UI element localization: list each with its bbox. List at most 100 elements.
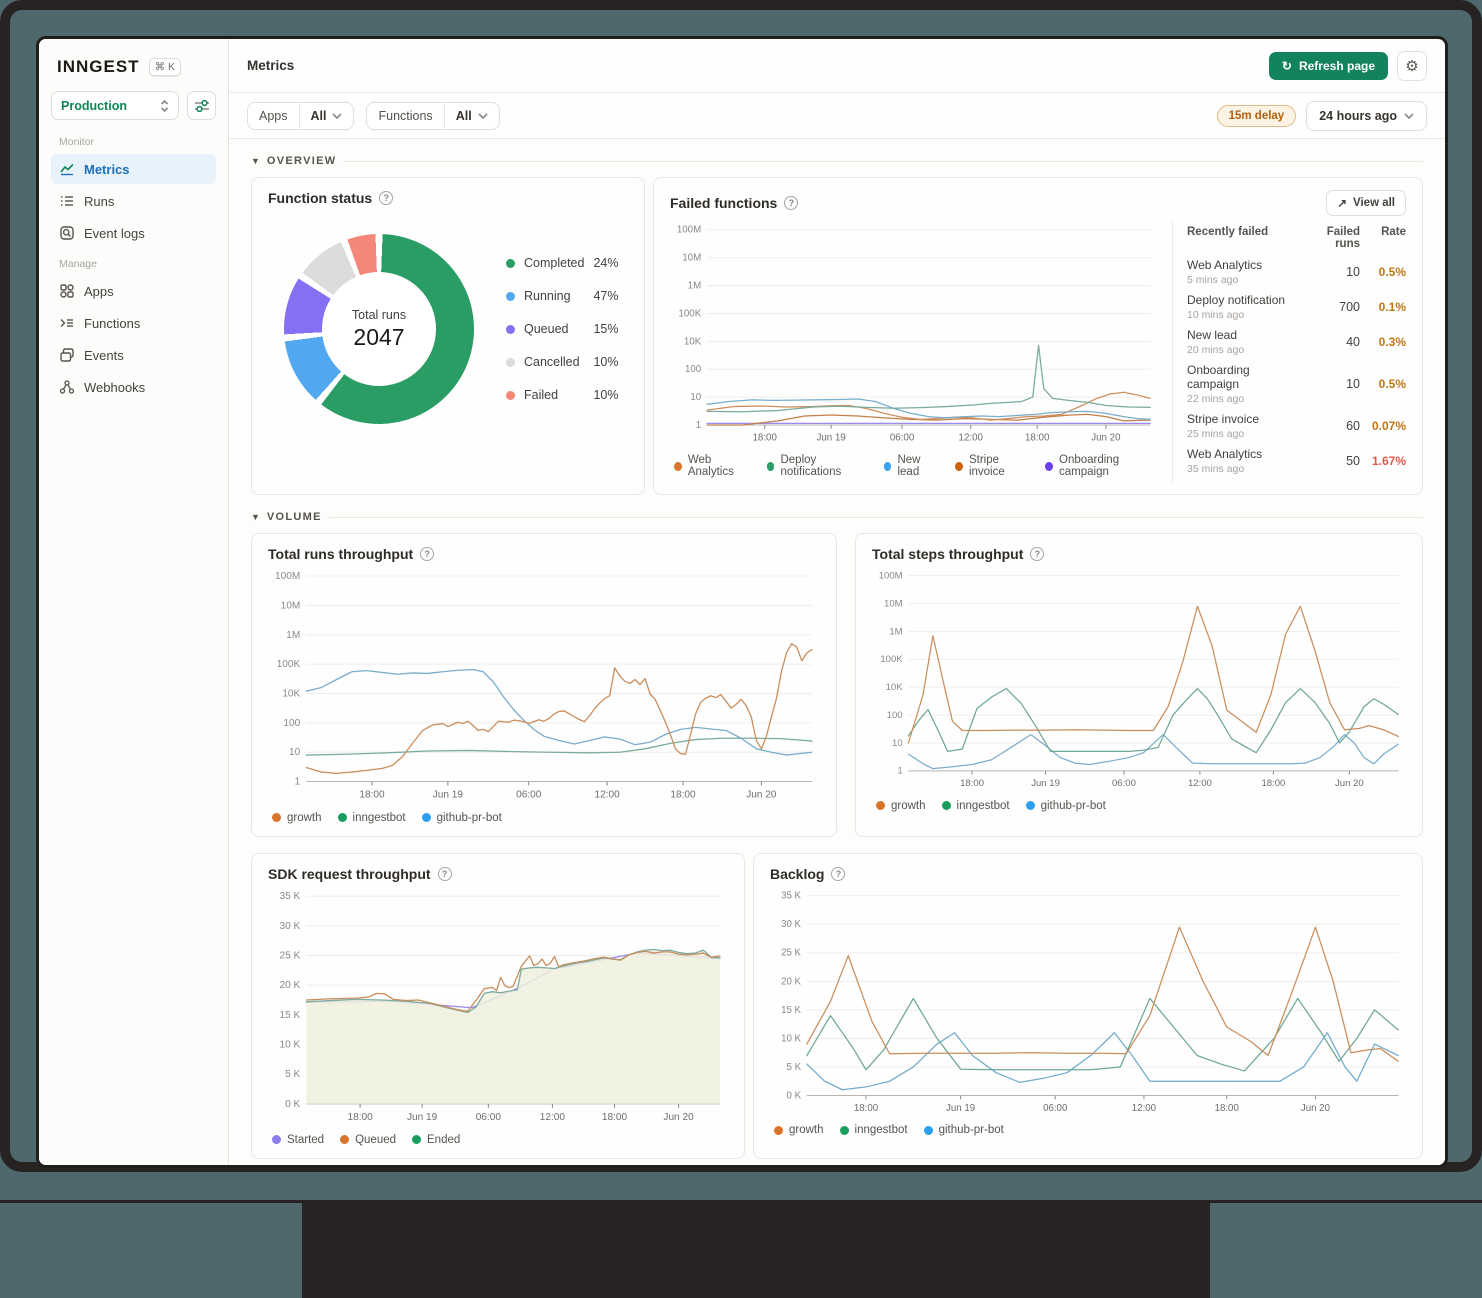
legend-label: github-pr-bot bbox=[938, 1124, 1004, 1137]
overview-section-header[interactable]: ▼ OVERVIEW bbox=[251, 155, 1423, 167]
table-row[interactable]: Onboarding campaign 22 mins ago 10 0.5% bbox=[1187, 363, 1406, 405]
sidebar-item-event-logs[interactable]: Event logs bbox=[51, 218, 216, 248]
svg-text:15 K: 15 K bbox=[781, 1005, 801, 1016]
monitor-section-label: Monitor bbox=[59, 136, 95, 148]
svg-text:1M: 1M bbox=[889, 626, 902, 637]
svg-text:100M: 100M bbox=[275, 571, 300, 582]
svg-text:5 K: 5 K bbox=[786, 1062, 801, 1073]
legend-label: Stripe invoice bbox=[968, 454, 1005, 479]
help-icon[interactable]: ? bbox=[784, 196, 799, 210]
help-icon[interactable]: ? bbox=[831, 866, 846, 881]
command-k-shortcut[interactable]: ⌘ K bbox=[148, 58, 181, 76]
help-icon[interactable]: ? bbox=[379, 191, 394, 205]
legend-item[interactable]: github-pr-bot bbox=[1025, 799, 1106, 812]
dock-divider bbox=[0, 1200, 1482, 1203]
legend-item[interactable]: inngestbot bbox=[337, 812, 406, 824]
sidebar-item-functions[interactable]: Functions bbox=[51, 308, 216, 338]
svg-text:10: 10 bbox=[690, 392, 701, 403]
table-row[interactable]: Deploy notification 10 mins ago 700 0.1% bbox=[1187, 293, 1406, 321]
chevron-down-icon bbox=[332, 112, 343, 119]
legend-item[interactable]: Onboarding campaign bbox=[1045, 454, 1158, 478]
svg-text:18:00: 18:00 bbox=[602, 1112, 628, 1123]
legend-percent: 24% bbox=[593, 256, 619, 270]
legend-label: Failed bbox=[524, 388, 559, 402]
total-runs-title: Total runs throughput bbox=[268, 546, 414, 562]
legend-item[interactable]: inngestbot bbox=[941, 800, 1010, 812]
sidebar-item-events[interactable]: Events bbox=[51, 340, 216, 370]
legend-label: Cancelled bbox=[524, 355, 580, 369]
legend-item[interactable]: github-pr-bot bbox=[421, 812, 502, 824]
help-icon[interactable]: ? bbox=[1030, 547, 1045, 561]
table-row[interactable]: Web Analytics 5 mins ago 10 0.5% bbox=[1187, 258, 1406, 286]
environment-filter-button[interactable] bbox=[187, 91, 216, 120]
legend-item[interactable]: New lead bbox=[883, 454, 939, 478]
legend-item: Completed 24% bbox=[506, 256, 618, 270]
sidebar-item-runs[interactable]: Runs bbox=[51, 186, 216, 216]
legend-item[interactable]: github-pr-bot bbox=[923, 1124, 1004, 1137]
table-row[interactable]: Web Analytics 35 mins ago 50 1.67% bbox=[1187, 447, 1406, 475]
settings-button[interactable]: ⚙ bbox=[1397, 50, 1427, 81]
app-window: INNGEST ⌘ K Production Monitor bbox=[36, 36, 1448, 1168]
svg-text:18:00: 18:00 bbox=[347, 1112, 373, 1123]
col-recently-failed: Recently failed bbox=[1187, 226, 1269, 238]
sidebar-item-label: Event logs bbox=[84, 225, 145, 241]
content-scroll-area[interactable]: ▼ OVERVIEW Function status ? Total bbox=[229, 139, 1445, 1165]
sidebar-item-webhooks[interactable]: Webhooks bbox=[51, 372, 216, 402]
environment-select[interactable]: Production bbox=[51, 91, 179, 120]
svg-text:18:00: 18:00 bbox=[752, 433, 777, 444]
help-icon[interactable]: ? bbox=[437, 866, 452, 881]
total-runs-chart: 100M 10M 1M 100K 10K 100 10 1 18:00 Jun 19 06:00 12… bbox=[275, 571, 813, 801]
backlog-card: Backlog ? 35 K 30 K 25 K 20 K 15 K 10 K 5 K 0 K… bbox=[753, 852, 1423, 1159]
legend-item[interactable]: inngestbot bbox=[839, 1124, 908, 1136]
failed-runs-value: 700 bbox=[1339, 300, 1360, 314]
svg-text:18:00: 18:00 bbox=[854, 1103, 879, 1114]
failed-functions-chart-legend: Web Analytics Deploy notifications New lea… bbox=[670, 454, 1158, 478]
legend-item[interactable]: Queued bbox=[340, 1134, 396, 1146]
legend-dot bbox=[923, 1125, 933, 1135]
apps-filter[interactable]: Apps All bbox=[247, 101, 355, 130]
legend-item: Queued 15% bbox=[506, 322, 618, 336]
sidebar-item-metrics[interactable]: Metrics bbox=[51, 154, 216, 184]
functions-filter[interactable]: Functions All bbox=[366, 101, 500, 130]
legend-label: Queued bbox=[524, 322, 569, 336]
table-row[interactable]: Stripe invoice 25 mins ago 60 0.07% bbox=[1187, 412, 1406, 440]
inngest-logo: INNGEST bbox=[57, 57, 140, 76]
legend-item[interactable]: Deploy notifications bbox=[766, 454, 868, 478]
legend-item[interactable]: growth bbox=[876, 800, 926, 812]
legend-item[interactable]: Stripe invoice bbox=[955, 454, 1029, 478]
legend-dot bbox=[506, 291, 515, 301]
refresh-page-button[interactable]: ↻ Refresh page bbox=[1268, 51, 1388, 80]
legend-label: Web Analytics bbox=[687, 454, 734, 479]
legend-dot bbox=[340, 1135, 350, 1145]
failed-runs-value: 40 bbox=[1346, 335, 1360, 349]
failed-function-name: Deploy notification bbox=[1187, 293, 1286, 307]
legend-label: growth bbox=[891, 799, 926, 812]
help-icon[interactable]: ? bbox=[420, 547, 435, 561]
svg-text:18:00: 18:00 bbox=[960, 778, 984, 789]
functions-filter-value: All bbox=[455, 108, 472, 123]
failed-runs-value: 60 bbox=[1346, 419, 1360, 433]
volume-section-header[interactable]: ▼ VOLUME bbox=[251, 511, 1423, 523]
legend-item[interactable]: Ended bbox=[412, 1134, 460, 1146]
svg-text:Jun 19: Jun 19 bbox=[946, 1103, 975, 1114]
time-range-select[interactable]: 24 hours ago bbox=[1306, 100, 1427, 131]
legend-dot bbox=[1045, 461, 1053, 471]
table-row[interactable]: New lead 20 mins ago 40 0.3% bbox=[1187, 328, 1406, 356]
failed-function-time: 5 mins ago bbox=[1187, 274, 1239, 286]
svg-text:Jun 19: Jun 19 bbox=[433, 790, 464, 801]
legend-item[interactable]: growth bbox=[272, 812, 322, 824]
chevron-down-icon bbox=[478, 112, 488, 119]
total-steps-chart-legend: growth inngestbot github-pr-bot bbox=[872, 800, 1406, 812]
updown-chevron-icon bbox=[160, 99, 169, 112]
legend-item[interactable]: Started bbox=[272, 1134, 324, 1146]
failed-functions-chart: 100M 10M 1M 100K 10K 100 10 1 18:00 Jun 19 06:00 12… bbox=[677, 225, 1151, 444]
sidebar-item-apps[interactable]: Apps bbox=[51, 276, 216, 306]
manage-section-label: Manage bbox=[59, 258, 97, 270]
legend-label: github-pr-bot bbox=[1040, 799, 1106, 812]
legend-item[interactable]: growth bbox=[774, 1124, 824, 1136]
failed-function-name: Web Analytics bbox=[1187, 258, 1263, 272]
refresh-page-label: Refresh page bbox=[1298, 58, 1375, 73]
failed-runs-value: 50 bbox=[1346, 454, 1360, 468]
legend-item[interactable]: Web Analytics bbox=[674, 454, 751, 478]
view-all-button[interactable]: ↗ View all bbox=[1326, 190, 1406, 216]
